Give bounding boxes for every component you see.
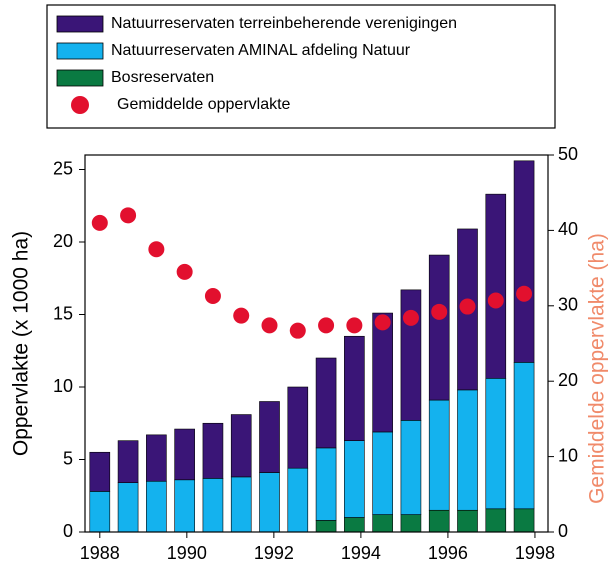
legend-label: Gemiddelde oppervlakte xyxy=(117,96,291,113)
scatter-point xyxy=(459,298,476,315)
bar-segment xyxy=(400,514,422,533)
bar-segment xyxy=(287,386,309,469)
bar-segment xyxy=(428,254,450,401)
x-tick-label: 1990 xyxy=(167,543,207,563)
scatter-point xyxy=(487,292,504,309)
bar-segment xyxy=(315,520,337,533)
bar-segment xyxy=(259,401,280,473)
y2-axis-label: Gemiddelde oppervlakte (ha) xyxy=(586,233,609,504)
y-tick-label: 25 xyxy=(53,158,73,178)
scatter-point xyxy=(289,322,306,339)
x-tick-label: 1996 xyxy=(428,543,468,563)
legend-marker xyxy=(71,96,89,114)
bar-segment xyxy=(400,289,422,421)
bar-segment xyxy=(344,517,365,533)
x-tick-label: 1992 xyxy=(254,543,294,563)
bar-segment xyxy=(146,480,167,533)
y-tick-label: 5 xyxy=(63,448,73,468)
bar-segment xyxy=(202,422,224,479)
plot-frame xyxy=(84,154,549,533)
bar-segment xyxy=(117,482,139,533)
bar-segment xyxy=(428,399,450,511)
legend-swatch xyxy=(56,69,104,87)
y2-tick-label: 50 xyxy=(558,144,578,164)
y-tick-label: 15 xyxy=(53,303,73,323)
legend-box xyxy=(46,4,556,129)
bar-segment xyxy=(315,357,337,449)
bar-segment xyxy=(372,514,393,533)
bar-segment xyxy=(485,193,507,379)
legend-label: Natuurreservaten terreinbeherende vereni… xyxy=(111,15,457,32)
bar-segment xyxy=(259,472,280,533)
legend-label: Natuurreservaten AMINAL afdeling Natuur xyxy=(111,42,411,59)
bar-segment xyxy=(174,428,195,481)
y2-tick-label: 0 xyxy=(558,521,568,541)
bar-segment xyxy=(485,508,507,533)
bar-segment xyxy=(89,491,111,533)
bar-segment xyxy=(89,451,111,492)
bar-segment xyxy=(372,431,393,515)
bar-segment xyxy=(117,440,139,483)
bar-segment xyxy=(457,509,478,533)
scatter-point xyxy=(233,307,250,324)
scatter-point xyxy=(318,317,335,334)
y2-tick-label: 10 xyxy=(558,445,578,465)
legend-swatch xyxy=(56,15,104,33)
y-tick-label: 0 xyxy=(63,521,73,541)
legend-label: Bosreservaten xyxy=(111,69,214,86)
y2-tick-label: 40 xyxy=(558,219,578,239)
x-tick-label: 1994 xyxy=(341,543,381,563)
scatter-point xyxy=(516,285,533,302)
bar-segment xyxy=(230,476,252,533)
scatter-point xyxy=(402,309,419,326)
scatter-point xyxy=(91,214,108,231)
y2-tick-label: 30 xyxy=(558,295,578,315)
bar-segment xyxy=(287,467,309,533)
scatter-point xyxy=(204,287,221,304)
bar-segment xyxy=(372,312,393,433)
scatter-point xyxy=(176,263,193,280)
bar-segment xyxy=(315,447,337,521)
y-tick-label: 10 xyxy=(53,376,73,396)
bar-segment xyxy=(428,509,450,533)
bar-segment xyxy=(202,478,224,533)
bar-segment xyxy=(146,434,167,482)
bar-segment xyxy=(344,335,365,441)
bar-segment xyxy=(513,508,535,533)
scatter-point xyxy=(120,207,137,224)
y2-tick-label: 20 xyxy=(558,370,578,390)
scatter-point xyxy=(374,314,391,331)
bar-segment xyxy=(174,479,195,533)
x-tick-label: 1988 xyxy=(80,543,120,563)
scatter-point xyxy=(148,241,165,258)
bar-segment xyxy=(400,420,422,515)
scatter-point xyxy=(346,317,363,334)
y-tick-label: 20 xyxy=(53,231,73,251)
bar-segment xyxy=(513,160,535,363)
bar-segment xyxy=(457,389,478,511)
bar-segment xyxy=(485,377,507,510)
bar-segment xyxy=(513,362,535,510)
scatter-point xyxy=(431,303,448,320)
bar-segment xyxy=(230,414,252,478)
bar-segment xyxy=(344,440,365,518)
scatter-point xyxy=(261,317,278,334)
x-tick-label: 1998 xyxy=(515,543,555,563)
y-axis-label: Oppervlakte (x 1000 ha) xyxy=(10,231,33,456)
legend-swatch xyxy=(56,42,104,60)
